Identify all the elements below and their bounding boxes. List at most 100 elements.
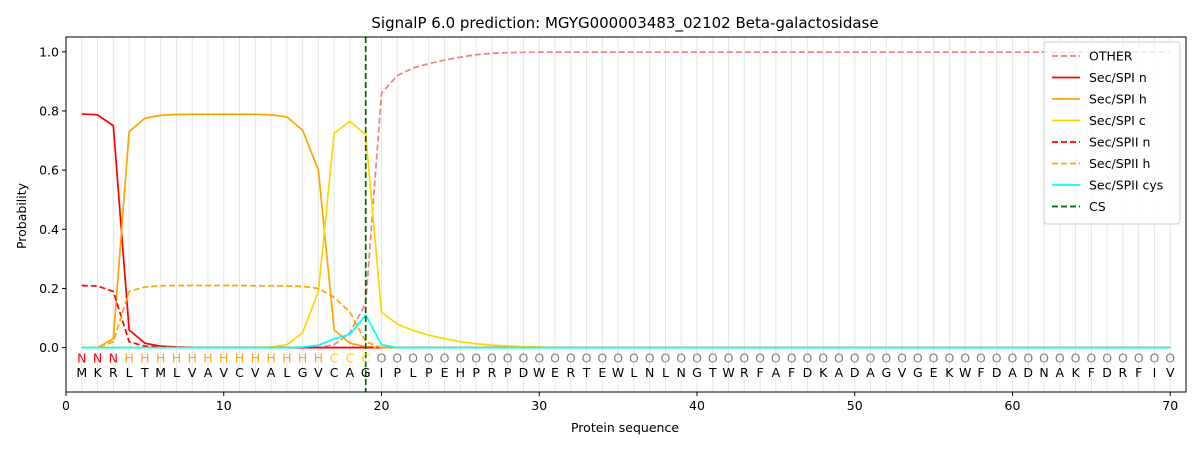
legend-label: Sec/SPII n	[1089, 135, 1150, 150]
region-label: O	[613, 350, 623, 365]
legend-label: Sec/SPII h	[1089, 156, 1150, 171]
residue-label: V	[314, 365, 323, 380]
residue-label: H	[456, 365, 465, 380]
residue-label: L	[173, 365, 180, 380]
x-tick-label: 40	[689, 398, 705, 413]
residue-label: R	[109, 365, 118, 380]
x-tick-label: 60	[1005, 398, 1021, 413]
residue-label: F	[788, 365, 795, 380]
x-tick-label: 0	[62, 398, 70, 413]
y-axis-ticks: 0.0 0.2 0.4 0.6 0.8 1.0	[39, 44, 66, 355]
region-label: H	[235, 350, 244, 365]
residue-label: A	[772, 365, 781, 380]
series-line-sec-spii-n	[81, 284, 1171, 349]
residue-label: A	[204, 365, 213, 380]
series-line-sec-spi-c	[81, 120, 1171, 349]
region-label: O	[1023, 350, 1033, 365]
region-label: O	[455, 350, 465, 365]
y-tick-label: 1.0	[39, 44, 59, 59]
legend-label: CS	[1089, 199, 1106, 214]
x-axis-label: Protein sequence	[571, 420, 679, 435]
region-label: O	[818, 350, 828, 365]
x-tick-label: 10	[216, 398, 232, 413]
region-label: O	[1008, 350, 1018, 365]
residue-label: P	[504, 365, 512, 380]
region-label: H	[282, 350, 291, 365]
region-label: O	[676, 350, 686, 365]
residue-label: A	[835, 365, 844, 380]
region-label: O	[629, 350, 639, 365]
residue-label: D	[1023, 365, 1033, 380]
residue-label: K	[945, 365, 954, 380]
region-label: O	[929, 350, 939, 365]
region-label: O	[1071, 350, 1081, 365]
region-label: O	[566, 350, 576, 365]
region-label: O	[645, 350, 655, 365]
region-label: O	[487, 350, 497, 365]
residue-label: K	[1071, 365, 1080, 380]
residue-label: A	[866, 365, 875, 380]
series-layer	[81, 51, 1171, 349]
region-label: O	[392, 350, 402, 365]
residue-label: P	[472, 365, 480, 380]
residue-label: A	[267, 365, 276, 380]
series-line-other	[81, 51, 1171, 349]
residue-label: A	[346, 365, 355, 380]
region-label: O	[708, 350, 718, 365]
region-label: O	[534, 350, 544, 365]
region-label: O	[661, 350, 671, 365]
residue-label: C	[235, 365, 244, 380]
region-label: H	[251, 350, 260, 365]
region-label: O	[834, 350, 844, 365]
region-label: O	[976, 350, 986, 365]
residue-label: W	[722, 365, 734, 380]
region-label: O	[1039, 350, 1049, 365]
vertical-gridlines	[81, 37, 1171, 392]
region-label: O	[692, 350, 702, 365]
residue-label: F	[1088, 365, 1095, 380]
chart-title: SignalP 6.0 prediction: MGYG000003483_02…	[371, 14, 878, 33]
residue-label: R	[1119, 365, 1128, 380]
residue-label: M	[155, 365, 166, 380]
x-tick-label: 70	[1162, 398, 1178, 413]
residue-label: V	[251, 365, 260, 380]
y-axis-label: Probability	[14, 182, 29, 249]
region-label: O	[739, 350, 749, 365]
residue-label: D	[1102, 365, 1112, 380]
residue-label: F	[977, 365, 984, 380]
region-label: O	[1165, 350, 1175, 365]
series-line-sec-spi-h	[81, 113, 1171, 349]
residue-label: A	[1008, 365, 1017, 380]
x-tick-label: 50	[847, 398, 863, 413]
residue-label: G	[361, 365, 371, 380]
region-label: O	[850, 350, 860, 365]
legend: OTHER Sec/SPI n Sec/SPI h Sec/SPI c Sec/SPII…	[1043, 41, 1181, 225]
region-label: O	[519, 350, 529, 365]
residue-label: F	[1135, 365, 1142, 380]
residue-label: W	[959, 365, 971, 380]
y-tick-label: 0.4	[39, 222, 59, 237]
residue-label: V	[188, 365, 197, 380]
residue-label: R	[566, 365, 575, 380]
region-label: O	[377, 350, 387, 365]
region-label: H	[266, 350, 275, 365]
region-label: O	[408, 350, 418, 365]
region-label: O	[771, 350, 781, 365]
residue-label: V	[898, 365, 907, 380]
residue-label: K	[819, 365, 828, 380]
legend-label: Sec/SPI c	[1089, 113, 1146, 128]
residue-label: N	[677, 365, 686, 380]
region-label: O	[440, 350, 450, 365]
residue-label: I	[380, 365, 384, 380]
residue-label: K	[93, 365, 102, 380]
region-label: O	[913, 350, 923, 365]
region-label: O	[503, 350, 513, 365]
region-label: C	[346, 350, 355, 365]
residue-label: L	[283, 365, 290, 380]
y-tick-label: 0.2	[39, 281, 59, 296]
residue-label: V	[219, 365, 228, 380]
region-label: O	[1150, 350, 1160, 365]
region-label: O	[944, 350, 954, 365]
residue-label: L	[630, 365, 637, 380]
residue-label: L	[410, 365, 417, 380]
